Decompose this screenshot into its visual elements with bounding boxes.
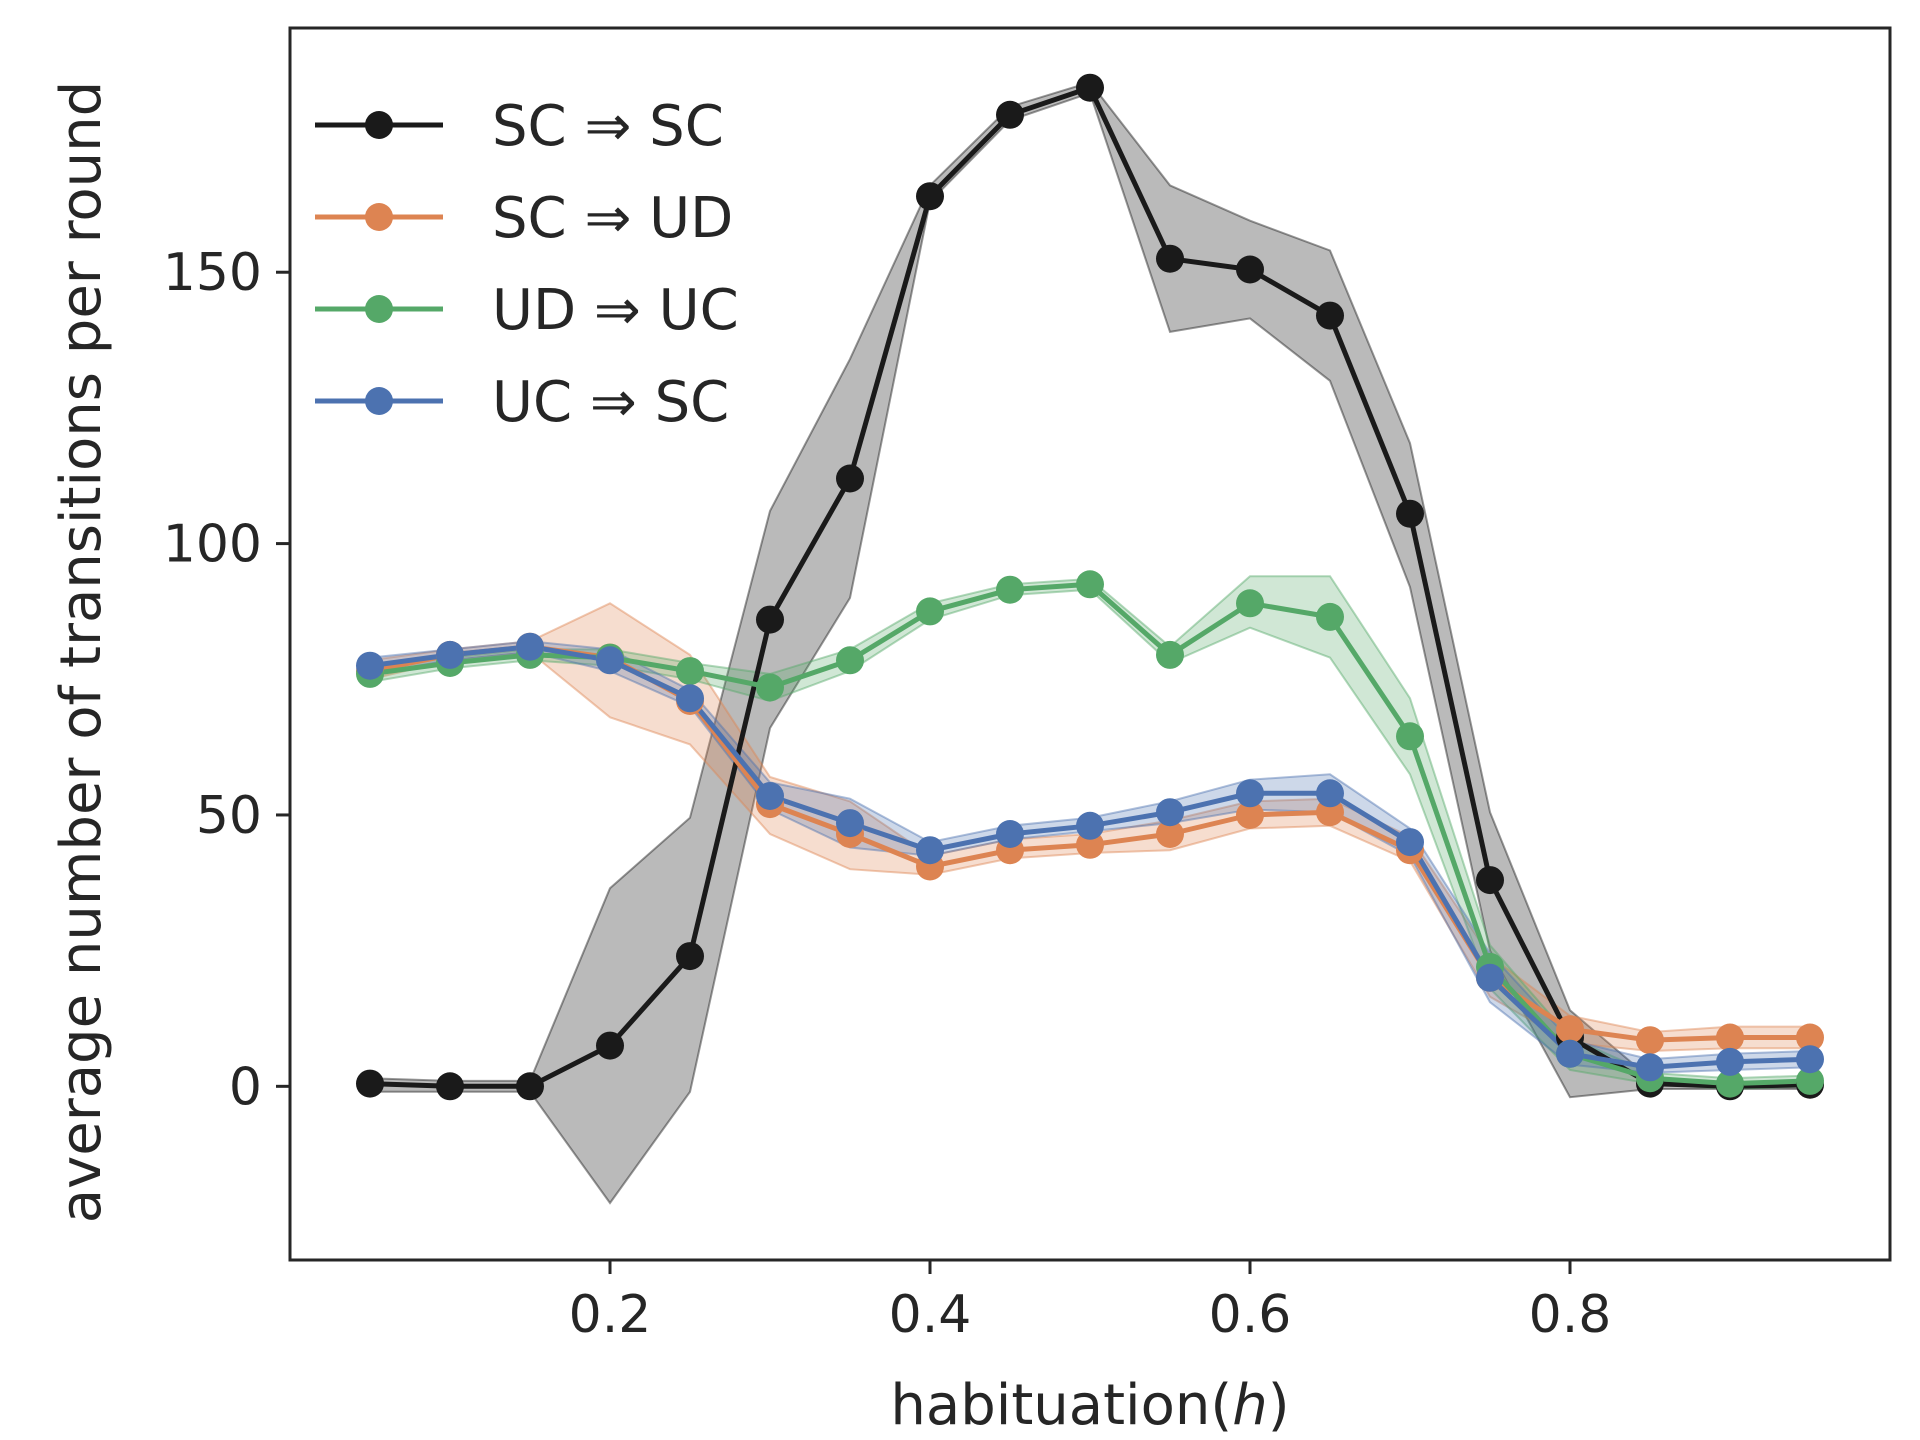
data-point: [996, 820, 1024, 848]
data-point: [596, 646, 624, 675]
legend-label: SC ⇒ UD: [492, 186, 733, 251]
data-point: [1396, 499, 1424, 528]
data-point: [1316, 602, 1344, 631]
data-point: [1556, 1015, 1584, 1044]
data-point: [836, 464, 864, 493]
data-point: [356, 1069, 384, 1098]
data-point: [1396, 722, 1424, 751]
data-point: [756, 605, 784, 634]
y-tick-label: 100: [163, 515, 262, 575]
data-point: [916, 836, 944, 865]
data-point: [1716, 1047, 1744, 1076]
data-point: [1236, 801, 1264, 829]
legend-item: UC ⇒ SC: [315, 370, 729, 435]
data-point: [1636, 1053, 1664, 1082]
legend-item: UD ⇒ UC: [315, 278, 739, 343]
data-point: [1716, 1023, 1744, 1052]
legend-marker: [365, 387, 393, 415]
data-point: [356, 651, 384, 680]
data-point: [1076, 811, 1104, 840]
y-axis-ticks: 0 50 100 150: [163, 243, 290, 1117]
data-point: [756, 673, 784, 702]
x-axis-label: habituation(h): [890, 1373, 1289, 1438]
data-point: [516, 632, 544, 661]
data-point: [996, 575, 1024, 604]
data-point: [516, 1072, 544, 1101]
data-point: [916, 182, 944, 211]
x-axis-label-close: ): [1268, 1373, 1290, 1438]
data-point: [436, 640, 464, 669]
data-point: [1076, 73, 1104, 102]
legend-marker: [365, 295, 393, 323]
data-point: [1076, 570, 1104, 599]
legend-label: UC ⇒ SC: [492, 370, 729, 435]
x-tick-label: 0.6: [1209, 1285, 1292, 1345]
series-points: [356, 73, 1824, 1101]
data-point: [1476, 963, 1504, 992]
y-tick-label: 0: [229, 1057, 262, 1117]
data-point: [676, 942, 704, 971]
x-axis-label-text: habituation(: [890, 1373, 1232, 1438]
legend-item: SC ⇒ SC: [315, 94, 724, 159]
data-point: [836, 646, 864, 675]
x-tick-label: 0.8: [1529, 1285, 1612, 1345]
legend-item: SC ⇒ UD: [315, 186, 733, 251]
data-point: [1636, 1026, 1664, 1055]
y-axis-label: average number of transitions per round: [49, 81, 114, 1223]
legend: SC ⇒ SC SC ⇒ UD UD ⇒ UC UC ⇒ SC: [315, 94, 739, 435]
data-point: [1156, 820, 1184, 848]
data-point: [1796, 1045, 1824, 1074]
data-point: [1156, 640, 1184, 669]
plot-frame: [288, 26, 1892, 1262]
data-point: [1156, 244, 1184, 273]
data-point: [1156, 798, 1184, 827]
x-axis-ticks: 0.2 0.4 0.6 0.8: [569, 1260, 1612, 1345]
data-point: [1796, 1023, 1824, 1052]
data-point: [996, 100, 1024, 129]
data-point: [916, 597, 944, 626]
data-point: [676, 657, 704, 686]
data-point: [1316, 301, 1344, 330]
data-point: [836, 809, 864, 838]
legend-marker: [365, 111, 393, 139]
y-tick-label: 50: [196, 786, 262, 846]
data-point: [1316, 779, 1344, 808]
x-tick-label: 0.4: [889, 1285, 972, 1345]
data-point: [1396, 828, 1424, 857]
legend-label: UD ⇒ UC: [492, 278, 739, 343]
data-point: [596, 1031, 624, 1060]
data-point: [436, 1072, 464, 1101]
x-tick-label: 0.2: [569, 1285, 652, 1345]
x-axis-label-variable: h: [1232, 1373, 1268, 1438]
data-point: [1236, 779, 1264, 808]
data-point: [1236, 589, 1264, 618]
data-point: [756, 782, 784, 810]
legend-marker: [365, 203, 393, 231]
data-point: [1796, 1066, 1824, 1095]
data-point: [1236, 255, 1264, 284]
data-point: [1476, 866, 1504, 895]
legend-label: SC ⇒ SC: [492, 94, 724, 159]
data-point: [1556, 1039, 1584, 1068]
data-point: [676, 684, 704, 713]
data-point: [1716, 1069, 1744, 1098]
y-tick-label: 150: [163, 243, 262, 303]
